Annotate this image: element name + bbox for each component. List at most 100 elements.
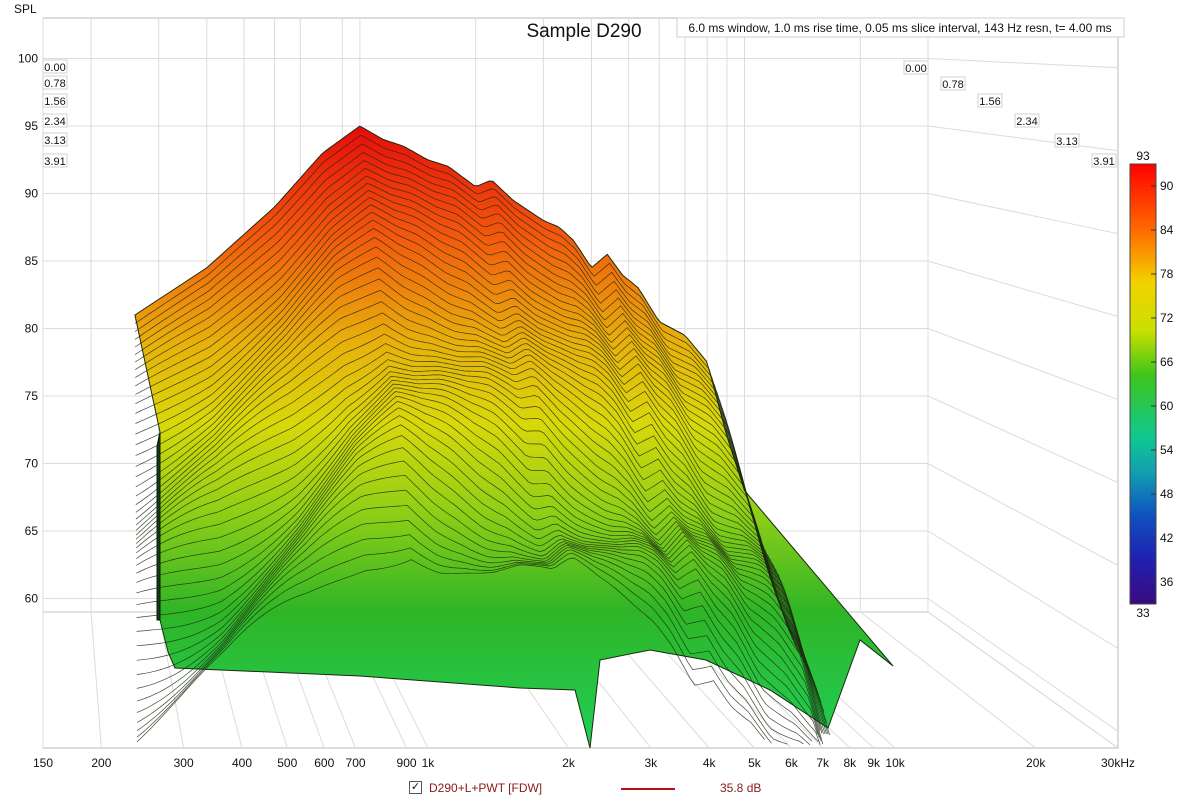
color-scale-label: 48 bbox=[1160, 487, 1174, 501]
x-floor-gridline bbox=[927, 611, 1119, 749]
slice-line bbox=[136, 460, 821, 745]
slice-line bbox=[134, 151, 754, 515]
time-label-right: 3.13 bbox=[1056, 136, 1077, 148]
slice-line bbox=[135, 365, 822, 703]
y-tick-label: 75 bbox=[25, 389, 39, 403]
slice-line bbox=[136, 547, 772, 744]
slice-line bbox=[136, 504, 811, 746]
slice-line bbox=[136, 534, 788, 745]
legend-line-swatch bbox=[621, 788, 675, 790]
time-label-right: 0.78 bbox=[942, 79, 963, 91]
y-tick-label: 95 bbox=[25, 119, 39, 133]
x-tick-label: 300 bbox=[174, 756, 194, 770]
x-tick-label: 9k bbox=[867, 756, 881, 770]
legend-series-name[interactable]: D290+L+PWT [FDW] bbox=[429, 781, 543, 795]
x-tick-label: 6k bbox=[785, 756, 799, 770]
y-side-gridline bbox=[927, 58, 1119, 69]
chart-title: Sample D290 bbox=[526, 21, 641, 42]
slice-line bbox=[135, 371, 825, 713]
x-tick-label: 150 bbox=[33, 756, 53, 770]
x-tick-label: 400 bbox=[232, 756, 252, 770]
x-tick-label: 30kHz bbox=[1101, 756, 1135, 770]
slice-line bbox=[136, 489, 813, 742]
time-label-box-left bbox=[42, 93, 68, 108]
slice-line bbox=[135, 227, 782, 609]
y-side-gridline bbox=[927, 598, 1119, 732]
slice-line bbox=[135, 376, 828, 724]
info-box bbox=[676, 17, 1125, 38]
slice-line bbox=[136, 447, 818, 735]
x-tick-label: 3k bbox=[644, 756, 658, 770]
y-tick-label: 85 bbox=[25, 254, 39, 268]
slice-line bbox=[136, 387, 827, 735]
x-tick-label: 8k bbox=[843, 756, 857, 770]
slice-line bbox=[135, 236, 785, 618]
slice-line bbox=[136, 383, 829, 735]
slice-line bbox=[135, 333, 811, 674]
color-scale-label: 66 bbox=[1160, 355, 1174, 369]
x-tick-label: 7k bbox=[816, 756, 830, 770]
time-label-box-right bbox=[940, 76, 966, 91]
y-tick-label: 70 bbox=[25, 457, 39, 471]
y-side-gridline bbox=[927, 260, 1119, 318]
slice-line bbox=[135, 175, 762, 541]
slice-line bbox=[135, 359, 819, 695]
x-tick-label: 500 bbox=[277, 756, 297, 770]
info-text: 6.0 ms window, 1.0 ms rise time, 0.05 ms… bbox=[688, 21, 1111, 35]
color-scale-label: 84 bbox=[1160, 223, 1174, 237]
slice-line bbox=[136, 401, 823, 734]
slice-line bbox=[135, 289, 799, 653]
x-tick-label: 5k bbox=[748, 756, 762, 770]
slice-line bbox=[135, 182, 765, 550]
slice-line bbox=[134, 134, 748, 499]
time-label-right: 1.56 bbox=[979, 96, 1000, 108]
time-label-box-left bbox=[42, 153, 68, 168]
y-tick-label: 60 bbox=[25, 592, 39, 606]
time-label-left: 3.91 bbox=[44, 156, 65, 168]
time-label-right: 0.00 bbox=[905, 63, 926, 75]
color-scale-min: 33 bbox=[1136, 606, 1150, 620]
y-side-gridline bbox=[927, 125, 1119, 152]
slice-line bbox=[134, 143, 751, 507]
slice-line bbox=[136, 424, 822, 742]
time-label-left: 0.78 bbox=[44, 78, 65, 90]
time-label-box-left bbox=[42, 59, 68, 74]
time-label-box-right bbox=[903, 60, 929, 75]
time-label-box-right bbox=[1091, 153, 1117, 168]
axis-labels: 150 200 300 400 500 600 700 900 1k 2k 3k 4k 5k 6k 7k 8k… bbox=[14, 2, 1135, 770]
time-label-box-left bbox=[42, 132, 68, 147]
y-side-gridline bbox=[927, 395, 1119, 484]
color-scale-label: 78 bbox=[1160, 267, 1174, 281]
slice-line bbox=[135, 219, 779, 600]
time-label-box-left bbox=[42, 113, 68, 128]
slice-line bbox=[136, 519, 804, 745]
slice-line bbox=[136, 407, 821, 731]
slice-line bbox=[135, 197, 771, 570]
y-side-gridline bbox=[927, 193, 1119, 235]
surface-body bbox=[134, 125, 894, 749]
slice-line bbox=[136, 415, 824, 745]
x-tick-label: 4k bbox=[703, 756, 717, 770]
slice-line bbox=[135, 343, 814, 680]
x-tick-label: 20k bbox=[1026, 756, 1046, 770]
x-tick-label: 2k bbox=[562, 756, 576, 770]
slice-line bbox=[135, 211, 777, 590]
slice-line bbox=[136, 395, 824, 735]
color-scale-label: 42 bbox=[1160, 531, 1174, 545]
y-side-gridline bbox=[927, 463, 1119, 566]
x-floor-gridline bbox=[158, 611, 185, 749]
slice-line bbox=[136, 557, 765, 743]
slice-line bbox=[135, 312, 805, 663]
color-scale-label: 90 bbox=[1160, 179, 1174, 193]
slice-line bbox=[134, 160, 757, 523]
y-side-gridline bbox=[927, 328, 1119, 401]
y-tick-label: 80 bbox=[25, 322, 39, 336]
y-tick-label: 100 bbox=[18, 52, 38, 66]
series-checkbox[interactable]: ✓ bbox=[409, 781, 422, 794]
x-tick-label: 600 bbox=[314, 756, 334, 770]
color-scale-bar bbox=[1129, 163, 1157, 605]
time-label-right: 3.91 bbox=[1093, 156, 1114, 168]
time-label-left: 0.00 bbox=[44, 62, 65, 74]
slice-line bbox=[135, 256, 791, 634]
